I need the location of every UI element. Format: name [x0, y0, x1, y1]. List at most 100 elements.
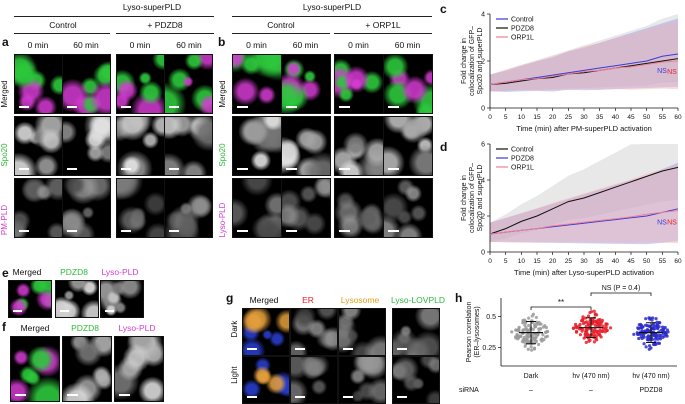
panel-g-micrograph [392, 308, 440, 356]
data-point [526, 347, 530, 351]
y-axis-label-2: (ER–lysosomes) [474, 306, 481, 357]
scale-bar [119, 394, 130, 396]
panel-f-micrograph [62, 336, 112, 402]
data-point [655, 320, 659, 324]
panel-g-col-merged: Merged [249, 295, 279, 305]
data-point [530, 348, 534, 352]
panel-g-col-lysosome: Lysosome [340, 295, 380, 305]
panel-a-group-pdzd8: + PDZD8 [147, 20, 183, 30]
panel-a-group-rule-1 [14, 33, 110, 34]
data-point [586, 314, 591, 318]
panel-a-micrograph [62, 54, 111, 114]
scale-bar [397, 348, 407, 350]
data-point [545, 329, 550, 334]
panel-b-micrograph [281, 116, 331, 176]
data-point [574, 325, 578, 330]
data-point [540, 337, 544, 341]
scale-bar [237, 230, 248, 232]
y-tick-label: 4 [481, 178, 485, 185]
panel-a-time-1: 0 min [27, 40, 49, 50]
ns-annotation: NS (P = 0.4) [602, 285, 641, 292]
data-point [637, 336, 641, 341]
panel-b-micrograph [383, 178, 433, 238]
scale-bar [339, 168, 350, 170]
data-point [593, 323, 597, 327]
x-tick-label: 35 [596, 258, 604, 265]
panel-a-micrograph [62, 178, 111, 238]
panel-label-a: a [2, 35, 9, 49]
scale-bar [295, 348, 305, 350]
sirna-value: PDZD8 [640, 387, 663, 394]
data-point [585, 320, 589, 324]
panel-g-micrograph [338, 356, 386, 404]
series-band [490, 164, 678, 244]
category-label: hν (470 nm) [632, 373, 669, 380]
data-point [642, 342, 646, 346]
sirna-value: – [529, 387, 533, 394]
x-tick-label: 15 [533, 114, 541, 121]
ns-annotation-2: NS [667, 219, 677, 226]
panel-b-row-merged: Merged [218, 80, 227, 108]
data-point [583, 332, 587, 337]
data-point [592, 329, 596, 334]
data-point [605, 322, 609, 326]
y-tick-label: 4 [481, 12, 485, 19]
data-point [517, 327, 521, 331]
y-tick-label: 0.25 [482, 345, 496, 352]
data-point [603, 330, 607, 334]
series-band [490, 14, 678, 92]
data-point [646, 336, 651, 340]
data-point [655, 326, 660, 330]
panel-label-f: f [2, 320, 6, 334]
legend-label: PDZD8 [511, 156, 534, 163]
panel-g-micrograph [392, 356, 440, 404]
panel-a-micrograph [14, 178, 63, 238]
panel-f-col-merged: Merged [20, 323, 50, 333]
data-point [592, 340, 597, 344]
data-point [660, 325, 665, 329]
panel-a-group-control: Control [49, 20, 77, 30]
data-point [580, 329, 584, 333]
panel-g-micrograph [290, 308, 338, 356]
data-point [534, 339, 538, 343]
x-tick-label: 15 [533, 258, 541, 265]
data-point [632, 332, 636, 336]
data-point [597, 332, 601, 336]
data-point [530, 314, 534, 318]
data-point [657, 321, 661, 325]
data-point [649, 346, 653, 350]
data-point [536, 342, 541, 347]
x-tick-label: 40 [612, 258, 620, 265]
data-point [531, 341, 535, 345]
data-point [596, 318, 600, 322]
panel-h-scatter-chart: 0.25 0.5 Dark – hν (470 nm) – hν (470 nm) PDZD8… [459, 285, 677, 394]
panel-g-micrograph [242, 308, 290, 356]
panel-g-col-lysolovpld: Lyso-LOVPLD [390, 295, 445, 305]
bracket-ns [590, 292, 652, 296]
scale-bar [388, 106, 399, 108]
panel-b-micrograph [383, 54, 433, 114]
series-band [490, 144, 678, 242]
legend-label: Control [511, 147, 534, 154]
x-tick-label: 0 [488, 258, 492, 265]
scale-bar [169, 106, 179, 108]
panel-b-micrograph [383, 116, 433, 176]
panel-b-micrograph [334, 116, 384, 176]
panel-e-micrograph [8, 280, 52, 318]
scale-bar [397, 396, 407, 398]
data-point [524, 326, 528, 330]
panel-b-micrograph [281, 54, 331, 114]
data-point [590, 322, 594, 326]
scale-bar [343, 348, 353, 350]
data-point [653, 324, 657, 328]
scale-bar [121, 230, 131, 232]
scale-bar [247, 396, 257, 398]
data-point [525, 335, 529, 339]
data-point [664, 333, 668, 337]
x-tick-label: 30 [580, 114, 588, 121]
panel-b-micrograph [281, 178, 331, 238]
data-point [527, 323, 531, 328]
panel-a-time-4: 60 min [176, 40, 202, 50]
data-point [577, 324, 581, 328]
